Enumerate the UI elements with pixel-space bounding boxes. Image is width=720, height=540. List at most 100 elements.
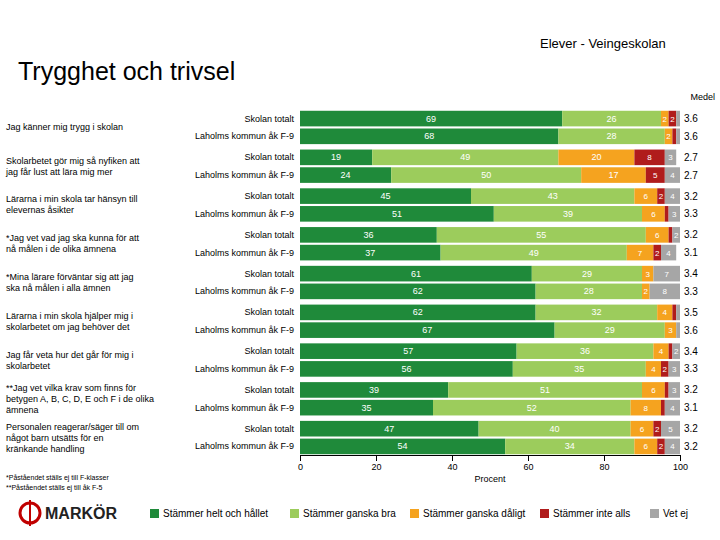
data-label: 40 <box>550 424 560 434</box>
data-labels: 6968192445513637616262675756393547542628… <box>331 114 679 452</box>
mean-value: 3.2 <box>684 229 698 240</box>
chart: Trygghet och trivselElever - Veingeskola… <box>0 0 720 540</box>
legend-label: Stämmer ganska bra <box>303 508 396 519</box>
question-label: något barn utsätts för en <box>6 433 104 443</box>
data-label: 4 <box>670 404 675 413</box>
bar-segment <box>562 111 661 127</box>
bar-segment <box>676 129 680 145</box>
question-label: kränkande handling <box>6 444 85 454</box>
data-label: 50 <box>481 170 491 180</box>
tick-label: 40 <box>447 462 457 472</box>
data-label: 5 <box>653 171 658 180</box>
data-label: 20 <box>591 152 601 162</box>
data-label: 26 <box>607 114 617 124</box>
bar-segment <box>672 227 680 243</box>
row-label: Laholms kommun åk F-9 <box>195 441 294 451</box>
bar-segment <box>642 206 665 222</box>
bar-segment <box>627 245 654 261</box>
row-label: Laholms kommun åk F-9 <box>195 248 294 258</box>
data-label: 4 <box>670 171 675 180</box>
row-label: Laholms kommun åk F-9 <box>195 131 294 141</box>
bar-segment <box>437 227 646 243</box>
data-label: 32 <box>591 307 601 317</box>
bar-segment <box>300 382 448 398</box>
mean-value: 3.2 <box>684 191 698 202</box>
bar-segment <box>657 305 672 321</box>
row-label: Laholms kommun åk F-9 <box>195 325 294 335</box>
row-label: Skolan totalt <box>244 191 294 201</box>
question-label: ska nå målen i alla ämnen <box>6 283 111 293</box>
data-label: 61 <box>411 269 421 279</box>
row-label: Skolan totalt <box>244 152 294 162</box>
data-label: 67 <box>422 325 432 335</box>
data-label: 39 <box>563 209 573 219</box>
bar-segment <box>300 111 562 127</box>
question-label: jag får lust att lära mig mer <box>5 167 113 177</box>
bar-segment <box>676 111 680 127</box>
data-label: 6 <box>655 231 660 240</box>
bar-segment <box>665 322 676 338</box>
mean-title: Medel <box>690 92 715 102</box>
data-label: 62 <box>413 307 423 317</box>
bar-segment <box>532 266 642 282</box>
mean-value: 3.1 <box>684 402 698 413</box>
tick: 60 <box>523 455 533 472</box>
data-label: 6 <box>640 425 645 434</box>
bar-segment <box>634 188 657 204</box>
data-label: 52 <box>527 403 537 413</box>
data-label: 2 <box>663 365 668 374</box>
bar-segment <box>669 382 680 398</box>
data-label: 2 <box>655 249 660 258</box>
legend-swatch <box>290 509 299 518</box>
data-label: 8 <box>644 404 649 413</box>
tick-mark <box>680 455 681 461</box>
bar-segment <box>661 111 669 127</box>
question-label: ämnena <box>6 405 39 415</box>
bar-segment <box>372 150 558 166</box>
data-label: 69 <box>426 114 436 124</box>
legend-label: Stämmer ganska dåligt <box>423 508 525 519</box>
bar-segment <box>300 129 558 145</box>
bar-segment <box>505 439 634 455</box>
data-label: 35 <box>574 364 584 374</box>
bar-segment <box>646 227 669 243</box>
data-label: 4 <box>670 442 675 451</box>
tick-label: 0 <box>298 462 303 472</box>
data-label: 8 <box>663 287 668 296</box>
bar-segment <box>661 421 680 437</box>
data-label: 2 <box>674 231 679 240</box>
bar-segment <box>300 439 505 455</box>
bar-segment <box>653 343 668 359</box>
bar-segment <box>300 167 391 183</box>
bar-segment <box>669 111 677 127</box>
data-label: 39 <box>369 385 379 395</box>
question-label: *Jag vet vad jag ska kunna för att <box>6 233 140 243</box>
bar-segment <box>676 305 680 321</box>
data-label: 37 <box>365 248 375 258</box>
bar-segment <box>300 227 437 243</box>
mean-value: 3.1 <box>684 247 698 258</box>
bars <box>300 111 680 454</box>
mean-value: 3.2 <box>684 423 698 434</box>
bar-segment <box>642 382 665 398</box>
bar-segment <box>300 284 536 300</box>
data-label: 4 <box>670 192 675 201</box>
mean-value: 3.3 <box>684 286 698 297</box>
bar-segment <box>665 167 680 183</box>
data-label: 3 <box>672 210 677 219</box>
row-label: Laholms kommun åk F-9 <box>195 403 294 413</box>
data-label: 19 <box>331 152 341 162</box>
data-label: 3 <box>645 270 650 279</box>
bar-segment <box>661 400 665 416</box>
bar-segment <box>665 150 676 166</box>
tick-label: 20 <box>371 462 381 472</box>
data-label: 49 <box>529 248 539 258</box>
question-label: Skolarbetet gör mig så nyfiken att <box>6 156 140 166</box>
legend-label: Stämmer inte alls <box>553 508 630 519</box>
bar-segment <box>665 188 680 204</box>
data-label: 55 <box>536 230 546 240</box>
legend-swatch <box>410 509 419 518</box>
bar-segment <box>300 400 433 416</box>
row-label: Skolan totalt <box>244 269 294 279</box>
bar-segment <box>300 343 517 359</box>
